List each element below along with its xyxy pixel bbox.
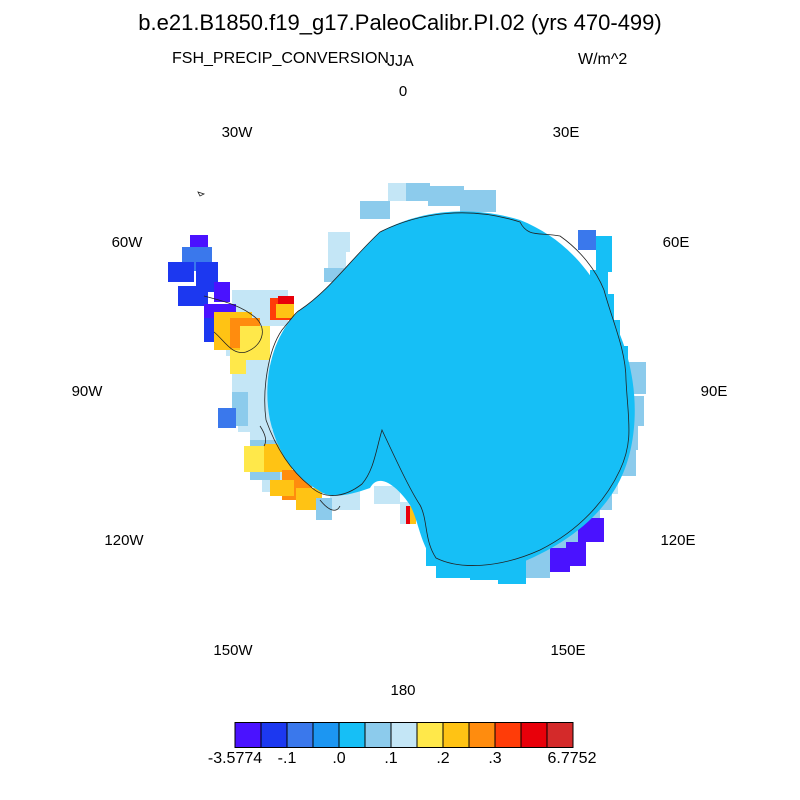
lon-label-60w: 60W bbox=[112, 234, 144, 251]
colorbar-swatch bbox=[312, 722, 340, 748]
colorbar-label-4: .2 bbox=[436, 750, 450, 767]
lon-label-120e: 120E bbox=[660, 532, 695, 549]
colorbar-swatch bbox=[546, 722, 574, 748]
lon-label-150e: 150E bbox=[550, 642, 585, 659]
colorbar-swatch bbox=[416, 722, 444, 748]
colorbar-swatch bbox=[494, 722, 522, 748]
colorbar-swatch bbox=[364, 722, 392, 748]
lon-label-60e: 60E bbox=[663, 234, 690, 251]
lon-label-90w: 90W bbox=[72, 383, 104, 400]
colorbar-label-min: -3.5774 bbox=[207, 750, 263, 767]
season-label: JJA bbox=[387, 53, 414, 70]
plot-title: b.e21.B1850.f19_g17.PaleoCalibr.PI.02 (y… bbox=[138, 10, 662, 35]
colorbar-swatch bbox=[390, 722, 418, 748]
colorbar-swatch bbox=[286, 722, 314, 748]
colorbar-swatch bbox=[260, 722, 288, 748]
colorbar-swatch bbox=[442, 722, 470, 748]
lon-label-30e: 30E bbox=[553, 124, 580, 141]
antarctica-land bbox=[267, 211, 635, 571]
anomaly-cells bbox=[168, 230, 604, 572]
colorbar-swatch bbox=[234, 722, 262, 748]
lon-label-150w: 150W bbox=[213, 642, 253, 659]
lon-label-180: 180 bbox=[390, 682, 415, 699]
colorbar-label-1: -.1 bbox=[277, 750, 297, 767]
coastline bbox=[197, 191, 630, 566]
colorbar-swatch bbox=[520, 722, 548, 748]
colorbar-swatch bbox=[468, 722, 496, 748]
colorbar-label-max: 6.7752 bbox=[547, 750, 597, 767]
lon-label-30w: 30W bbox=[222, 124, 254, 141]
colorbar-label-2: .0 bbox=[332, 750, 346, 767]
lon-label-0: 0 bbox=[399, 83, 407, 100]
units-label: W/m^2 bbox=[578, 51, 628, 68]
colorbar bbox=[234, 722, 574, 748]
lon-label-90e: 90E bbox=[701, 383, 728, 400]
colorbar-label-3: .1 bbox=[384, 750, 398, 767]
colorbar-label-5: .3 bbox=[488, 750, 502, 767]
colorbar-swatch bbox=[338, 722, 366, 748]
variable-name: FSH_PRECIP_CONVERSION bbox=[172, 50, 389, 67]
lon-label-120w: 120W bbox=[104, 532, 144, 549]
